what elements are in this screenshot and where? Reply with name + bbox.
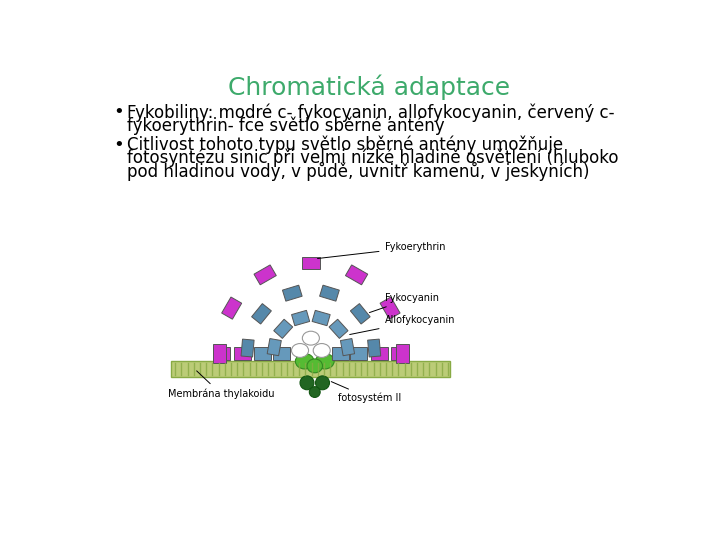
- Text: fotosystém II: fotosystém II: [331, 382, 401, 403]
- Bar: [241, 339, 254, 357]
- Bar: [273, 347, 290, 360]
- Bar: [234, 347, 251, 360]
- Bar: [341, 339, 354, 356]
- Bar: [254, 265, 276, 285]
- Text: Fykoerythrin: Fykoerythrin: [318, 242, 445, 259]
- Bar: [351, 347, 367, 360]
- Bar: [312, 310, 330, 326]
- Ellipse shape: [302, 331, 320, 345]
- Bar: [292, 310, 310, 326]
- Ellipse shape: [310, 387, 320, 397]
- Bar: [371, 347, 387, 360]
- Bar: [282, 285, 302, 301]
- Ellipse shape: [295, 354, 314, 369]
- Bar: [302, 256, 320, 269]
- Bar: [251, 303, 271, 324]
- Ellipse shape: [307, 359, 323, 373]
- Text: •: •: [113, 136, 124, 154]
- Ellipse shape: [315, 354, 334, 369]
- Bar: [351, 303, 370, 324]
- Text: Membrána thylakoidu: Membrána thylakoidu: [168, 371, 274, 399]
- Bar: [329, 319, 348, 339]
- Ellipse shape: [300, 376, 314, 390]
- Bar: [213, 347, 230, 360]
- Text: Fykobiliny: modré c- fykocyanin, allofykocyanin, červený c-: Fykobiliny: modré c- fykocyanin, allofyk…: [127, 103, 615, 122]
- Text: fotosyntézu sinic při velmi nízké hladině osvětlení (hluboko: fotosyntézu sinic při velmi nízké hladin…: [127, 148, 618, 167]
- Bar: [222, 297, 242, 319]
- Bar: [380, 297, 400, 319]
- Text: Citlivost tohoto typu světlo sběrné antény umožňuje: Citlivost tohoto typu světlo sběrné anté…: [127, 136, 563, 154]
- Text: Fykocyanin: Fykocyanin: [369, 293, 438, 313]
- Text: pod hladinou vody, v půdě, uvnitř kamenů, v jeskyních): pod hladinou vody, v půdě, uvnitř kamenů…: [127, 162, 590, 181]
- Bar: [254, 347, 271, 360]
- Bar: [346, 265, 368, 285]
- Ellipse shape: [292, 343, 309, 357]
- Bar: [267, 339, 282, 356]
- Bar: [274, 319, 293, 339]
- Bar: [396, 345, 408, 363]
- Bar: [392, 347, 408, 360]
- Text: Allofykocyanin: Allofykocyanin: [350, 315, 455, 334]
- Bar: [368, 339, 381, 357]
- Text: •: •: [113, 103, 124, 122]
- Ellipse shape: [315, 376, 330, 390]
- Ellipse shape: [313, 343, 330, 357]
- Bar: [320, 285, 339, 301]
- Bar: [171, 361, 451, 377]
- Bar: [332, 347, 349, 360]
- Text: Chromatická adaptace: Chromatická adaptace: [228, 75, 510, 100]
- Bar: [213, 345, 225, 363]
- Text: fykoerythrin- fce světlo sběrné antény: fykoerythrin- fce světlo sběrné antény: [127, 117, 445, 135]
